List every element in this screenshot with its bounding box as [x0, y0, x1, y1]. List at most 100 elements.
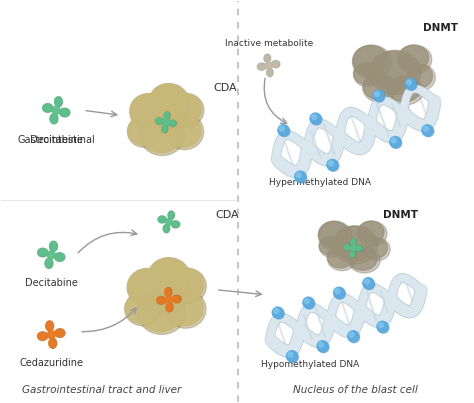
Circle shape: [422, 125, 433, 136]
Ellipse shape: [46, 321, 54, 331]
Ellipse shape: [166, 114, 201, 147]
Circle shape: [378, 323, 383, 328]
Ellipse shape: [327, 246, 354, 268]
Ellipse shape: [264, 55, 270, 62]
Text: Decitabine: Decitabine: [30, 135, 82, 145]
Ellipse shape: [55, 253, 64, 261]
Ellipse shape: [169, 120, 175, 126]
Circle shape: [279, 126, 290, 137]
Ellipse shape: [140, 115, 185, 156]
Circle shape: [423, 126, 428, 131]
Ellipse shape: [350, 251, 355, 257]
Ellipse shape: [163, 119, 169, 125]
Ellipse shape: [168, 268, 204, 301]
Ellipse shape: [130, 93, 168, 129]
Ellipse shape: [127, 268, 168, 307]
Ellipse shape: [37, 332, 48, 341]
Ellipse shape: [46, 322, 53, 330]
Circle shape: [407, 80, 411, 85]
Ellipse shape: [128, 116, 161, 147]
Ellipse shape: [138, 291, 186, 334]
Ellipse shape: [365, 238, 387, 258]
Circle shape: [278, 125, 289, 136]
Text: DNMT: DNMT: [383, 210, 418, 220]
Ellipse shape: [257, 64, 265, 70]
Ellipse shape: [165, 114, 204, 150]
Circle shape: [365, 279, 369, 284]
Ellipse shape: [319, 237, 339, 255]
Circle shape: [304, 299, 310, 303]
Ellipse shape: [398, 45, 432, 74]
Circle shape: [274, 309, 279, 314]
Circle shape: [317, 341, 328, 352]
Ellipse shape: [43, 104, 52, 112]
Ellipse shape: [157, 297, 166, 304]
Ellipse shape: [166, 219, 172, 225]
Ellipse shape: [55, 253, 65, 262]
Ellipse shape: [168, 268, 206, 304]
Circle shape: [334, 287, 345, 298]
Ellipse shape: [130, 94, 165, 127]
Circle shape: [335, 288, 346, 299]
Ellipse shape: [319, 237, 342, 257]
Ellipse shape: [272, 60, 280, 68]
Ellipse shape: [166, 303, 172, 311]
Ellipse shape: [272, 61, 279, 67]
Ellipse shape: [165, 296, 173, 303]
Circle shape: [373, 90, 384, 101]
Ellipse shape: [153, 102, 183, 133]
Ellipse shape: [60, 109, 69, 116]
Ellipse shape: [334, 226, 374, 260]
Ellipse shape: [155, 118, 164, 125]
Ellipse shape: [358, 221, 387, 246]
Ellipse shape: [47, 251, 55, 259]
Ellipse shape: [257, 63, 266, 70]
Ellipse shape: [148, 258, 188, 296]
Text: CDA: CDA: [216, 210, 239, 220]
Circle shape: [311, 114, 322, 125]
Ellipse shape: [164, 225, 169, 232]
Ellipse shape: [125, 293, 158, 324]
Circle shape: [423, 126, 434, 137]
Ellipse shape: [50, 241, 57, 251]
Ellipse shape: [168, 211, 174, 220]
Ellipse shape: [60, 108, 70, 117]
Ellipse shape: [344, 245, 350, 250]
Circle shape: [349, 332, 354, 337]
Ellipse shape: [158, 216, 166, 223]
Ellipse shape: [351, 238, 356, 245]
Ellipse shape: [398, 45, 428, 71]
Ellipse shape: [50, 114, 57, 123]
Circle shape: [348, 332, 360, 343]
Ellipse shape: [363, 74, 397, 102]
Circle shape: [303, 297, 314, 308]
Ellipse shape: [169, 120, 176, 127]
Ellipse shape: [149, 83, 189, 122]
Ellipse shape: [45, 259, 52, 268]
Circle shape: [377, 321, 388, 332]
Ellipse shape: [168, 212, 173, 219]
Ellipse shape: [49, 339, 56, 348]
Ellipse shape: [52, 106, 60, 114]
Circle shape: [335, 289, 340, 294]
Ellipse shape: [344, 244, 351, 250]
Ellipse shape: [172, 296, 180, 302]
Ellipse shape: [264, 54, 271, 62]
Ellipse shape: [37, 248, 48, 257]
Text: Inactive metabolite: Inactive metabolite: [225, 39, 313, 48]
Text: Gastrointestinal tract and liver: Gastrointestinal tract and liver: [21, 385, 181, 395]
Ellipse shape: [55, 97, 63, 107]
Ellipse shape: [168, 93, 204, 127]
Ellipse shape: [165, 290, 206, 328]
Ellipse shape: [353, 45, 392, 79]
Ellipse shape: [370, 51, 417, 91]
Circle shape: [406, 79, 417, 90]
Ellipse shape: [47, 330, 55, 339]
Circle shape: [328, 160, 339, 171]
Circle shape: [310, 113, 321, 124]
Circle shape: [273, 308, 284, 319]
Ellipse shape: [354, 63, 380, 87]
Ellipse shape: [267, 69, 272, 76]
Ellipse shape: [55, 329, 65, 337]
Ellipse shape: [328, 246, 356, 271]
